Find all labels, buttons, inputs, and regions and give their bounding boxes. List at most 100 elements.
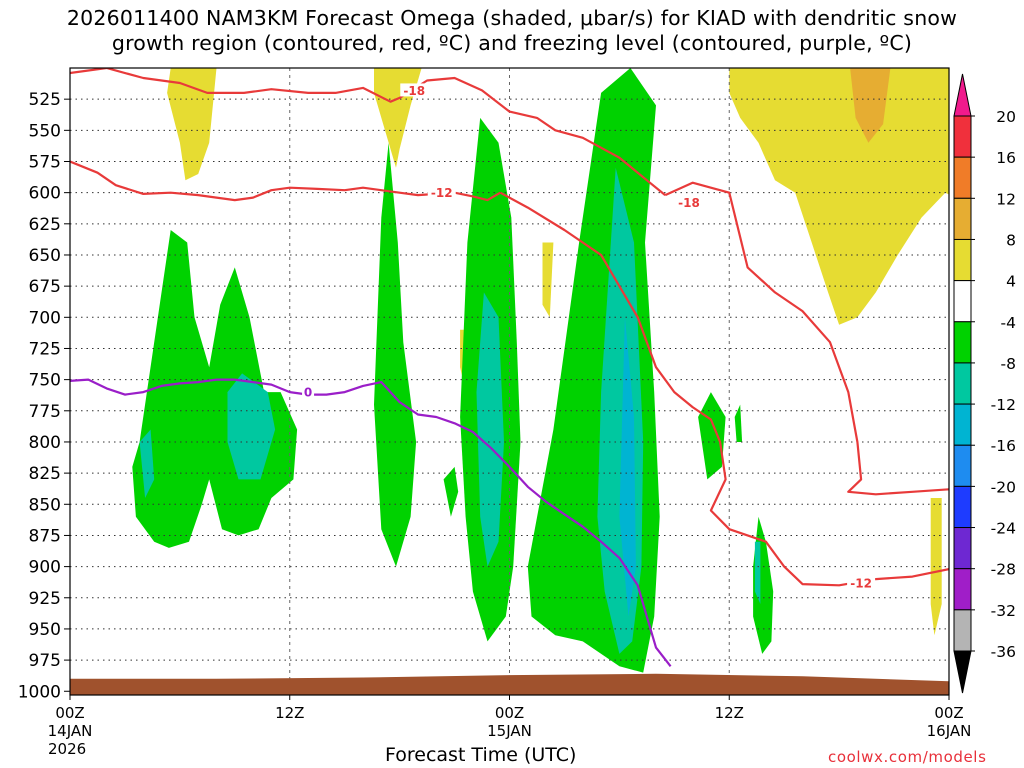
omega-region <box>167 68 217 181</box>
y-tick-label: 550 <box>29 121 61 141</box>
colorbar-segment <box>953 156 972 199</box>
y-tick-label: 875 <box>29 526 61 546</box>
contour-label-bg <box>400 83 429 97</box>
y-tick-label: 1000 <box>18 682 61 702</box>
y-tick-label: 975 <box>29 651 61 671</box>
colorbar-segment <box>953 280 972 323</box>
contour-label: -18 <box>678 196 700 210</box>
contours: -18-12-180-18-12 <box>70 68 949 667</box>
colorbar-label: 16 <box>996 149 1016 167</box>
y-tick-label: 950 <box>29 620 61 640</box>
omega-region <box>930 498 942 636</box>
y-tick-label: 825 <box>29 464 61 484</box>
omega-region <box>542 242 554 318</box>
colorbar-label: -4 <box>1001 314 1016 332</box>
colorbar-label: -32 <box>991 602 1016 620</box>
omega-region <box>227 373 276 480</box>
x-tick-label: 12Z <box>275 704 304 722</box>
omega-shading <box>132 68 1004 673</box>
omega-region <box>527 68 660 673</box>
colorbar: 20 16 12 8 4 -4 -8 -12 -16 -20 -24 -28 -32 -36 <box>953 73 1016 694</box>
contour-label-bg <box>674 195 703 209</box>
colorbar-segment <box>953 238 972 282</box>
colorbar-label: -8 <box>1001 355 1016 373</box>
terrain-fill <box>70 673 949 695</box>
colorbar-segment <box>953 115 972 158</box>
x-axis: 00Z14JAN202612Z00Z15JAN12Z00Z16JAN12Z <box>48 695 972 758</box>
omega-region <box>997 539 1004 560</box>
colorbar-label: -24 <box>991 520 1016 538</box>
y-tick-label: 575 <box>29 152 61 172</box>
contour-line <box>664 181 949 496</box>
omega-region <box>850 68 891 143</box>
y-tick-label: 800 <box>29 433 61 453</box>
colorbar-segment <box>953 609 972 652</box>
colorbar-segment <box>953 321 972 364</box>
y-tick-label: 900 <box>29 558 61 578</box>
contour-label: -12 <box>850 576 872 590</box>
x-tick-date: 15JAN <box>487 722 532 740</box>
contour-line <box>70 378 672 667</box>
credit-text: coolwx.com/models <box>828 748 987 766</box>
x-tick-year: 2026 <box>48 740 86 758</box>
contour-line <box>70 68 666 196</box>
y-tick-label: 675 <box>29 277 61 297</box>
x-tick-label: 00Z <box>934 704 963 722</box>
colorbar-label: -16 <box>991 437 1016 455</box>
y-axis: 525 550 575 600 625 650 675 700 725 750 775 800 825 8… <box>18 90 70 702</box>
colorbar-label: -20 <box>991 478 1016 496</box>
colorbar-segment <box>953 403 972 446</box>
omega-region <box>476 292 504 567</box>
contour-label: -12 <box>431 186 453 200</box>
colorbar-segment <box>953 527 972 570</box>
omega-region <box>734 404 743 442</box>
omega-region <box>698 392 726 480</box>
colorbar-segment <box>953 485 972 529</box>
contour-line <box>499 191 949 587</box>
y-tick-label: 925 <box>29 589 61 609</box>
y-tick-label: 725 <box>29 339 61 359</box>
contour-label-bg <box>302 385 315 399</box>
contour-label: 0 <box>304 386 312 400</box>
omega-region <box>729 68 949 325</box>
colorbar-label: 4 <box>1006 273 1016 291</box>
contour-label-bg <box>847 575 876 589</box>
contour-label: -18 <box>403 84 425 98</box>
chart-title: 2026011400 NAM3KM Forecast Omega (shaded… <box>0 6 1024 56</box>
y-tick-label: 775 <box>29 402 61 422</box>
x-tick-label: 00Z <box>495 704 524 722</box>
y-tick-label: 750 <box>29 371 61 391</box>
x-tick-label: 00Z <box>55 704 84 722</box>
omega-region <box>374 142 417 567</box>
title-line-2: growth region (contoured, red, ºC) and f… <box>111 31 913 55</box>
colorbar-label: 20 <box>996 108 1016 126</box>
x-tick-date: 16JAN <box>927 722 972 740</box>
colorbar-label: -28 <box>991 561 1016 579</box>
colorbar-label: -36 <box>991 643 1016 661</box>
omega-region <box>443 466 459 517</box>
colorbar-label: 8 <box>1006 231 1016 249</box>
y-tick-label: 600 <box>29 184 61 204</box>
colorbar-bottom-triangle <box>953 650 972 694</box>
y-tick-label: 650 <box>29 246 61 266</box>
omega-region <box>139 429 155 498</box>
y-tick-label: 625 <box>29 215 61 235</box>
title-line-1: 2026011400 NAM3KM Forecast Omega (shaded… <box>66 6 958 30</box>
colorbar-segment <box>953 197 972 240</box>
x-tick-date: 14JAN <box>48 722 93 740</box>
x-tick-label: 12Z <box>715 704 744 722</box>
colorbar-segment <box>953 444 972 487</box>
omega-region <box>132 230 298 548</box>
colorbar-top-triangle <box>953 73 972 117</box>
omega-region <box>619 317 636 617</box>
y-tick-label: 525 <box>29 90 61 110</box>
colorbar-label: 12 <box>996 190 1016 208</box>
x-axis-label: Forecast Time (UTC) <box>385 744 577 766</box>
y-tick-label: 700 <box>29 308 61 328</box>
y-tick-label: 850 <box>29 495 61 515</box>
colorbar-segment <box>953 362 972 405</box>
colorbar-segment <box>953 568 972 611</box>
omega-region <box>754 541 761 604</box>
contour-label-bg <box>427 185 456 199</box>
